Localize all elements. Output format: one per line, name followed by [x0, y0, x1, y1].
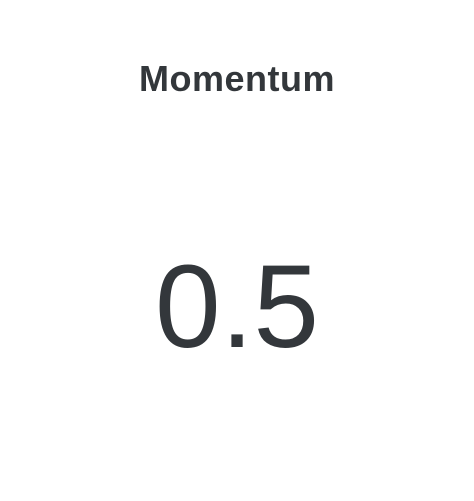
metric-title: Momentum: [139, 58, 335, 99]
metric-value: 0.5: [154, 241, 320, 373]
